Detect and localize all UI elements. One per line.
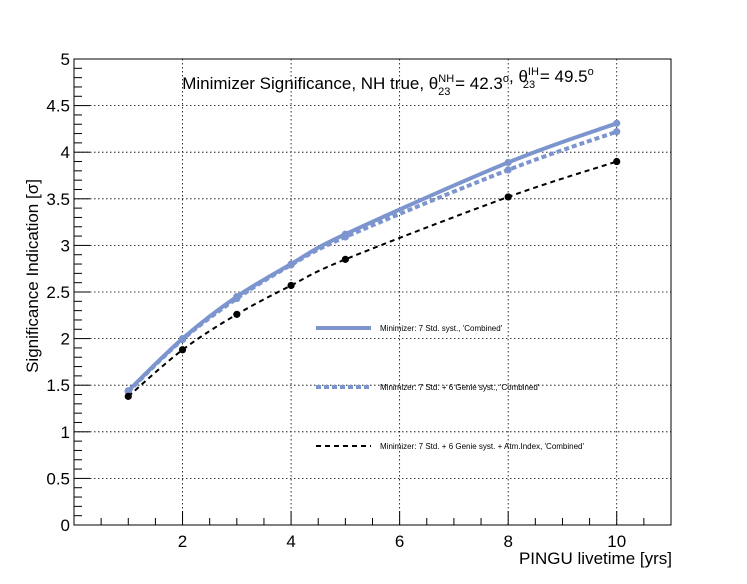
theta-nh-value: = 42.3 [450,74,502,93]
tick-marks [74,67,645,525]
y-tick-label: 1.5 [46,376,70,395]
legend-label-1: Minimizer: 7 Std. syst., 'Combined' [380,324,503,333]
series-3-point [287,281,295,290]
series-2-point [233,294,241,303]
series-3-point [124,392,132,400]
y-tick-label: 0.5 [46,469,70,488]
y-tick-label: 5 [61,50,70,69]
series-line-3 [127,160,618,398]
series-line-2 [126,129,618,394]
series-3-point [178,346,187,354]
y-tick-label: 0 [61,516,70,535]
legend-label-3: Minimizer: 7 Std. + 6 Genie syst. + Atm.… [380,442,585,451]
theta-nh-unit: o [503,73,509,85]
series-2-point [341,233,349,241]
series-layer [124,119,621,400]
theta-ih-value: = 49.5 [535,67,587,86]
x-tick-label: 8 [503,532,512,551]
x-tick-label: 10 [607,532,626,551]
y-tick-label: 2 [61,330,70,349]
y-tick-label: 3 [61,236,70,255]
legend: Minimizer: 7 Std. syst., 'Combined' Minim… [316,324,585,451]
theta-nh-sub: 23 [438,86,450,98]
theta-nh-symbol: θ [429,74,438,93]
series-1-point [504,158,512,167]
x-tick-label: 2 [178,532,187,551]
theta-ih-symbol: θ [518,67,527,86]
theta-ih-sup: IH [528,66,539,78]
chart-title: Minimizer Significance, NH true, θNH 23 =… [182,66,594,98]
x-axis-label: PINGU livetime [yrs] [519,549,672,568]
plot-frame [73,58,672,526]
theta-nh-sup: NH [438,73,454,85]
y-tick-label: 2.5 [46,283,70,302]
series-2-point [178,335,187,344]
series-3-point [504,193,512,201]
theta-ih-unit: o [588,66,594,78]
legend-label-2: Minimizer: 7 Std. + 6 Genie syst., 'Comb… [380,383,540,392]
theta-ih-sub: 23 [523,79,535,91]
series-2-point [287,261,295,269]
y-tick-label: 1 [61,423,70,442]
series-1-point [613,119,621,127]
series-line-1 [126,121,618,393]
series-2-point [613,128,621,136]
series-3-point [341,255,349,263]
title-separator: , [509,67,518,86]
series-3-point [233,310,241,318]
y-tick-label: 4.5 [46,97,70,116]
tick-labels: 2 4 6 8 10 0 0.5 1 1.5 2 2.5 3 3.5 4 4.5 5 [46,50,626,551]
y-axis-label: Significance Indication [σ] [23,179,42,373]
y-tick-label: 3.5 [46,190,70,209]
title-text: Minimizer Significance, NH true, [182,74,429,93]
series-3-point [613,157,621,166]
y-tick-label: 4 [61,143,70,162]
grid [74,59,671,525]
x-tick-label: 4 [286,532,295,551]
x-tick-label: 6 [395,532,404,551]
series-2-point [504,166,512,174]
